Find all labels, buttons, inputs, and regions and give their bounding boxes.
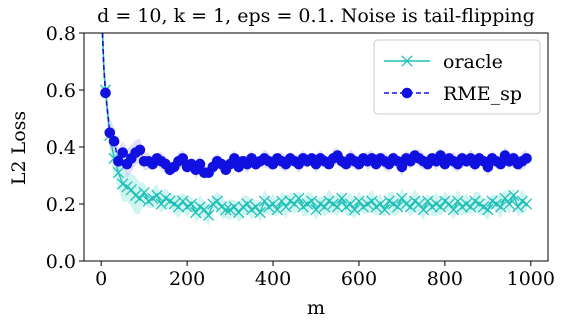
oracle-point bbox=[452, 195, 464, 207]
oracle-point bbox=[198, 204, 210, 216]
oracle-point bbox=[293, 192, 305, 204]
oracle-point bbox=[434, 201, 447, 213]
oracle-point bbox=[482, 204, 494, 216]
oracle-point bbox=[138, 186, 150, 199]
rme-sp-point bbox=[113, 156, 124, 167]
oracle-point bbox=[275, 195, 288, 207]
rme-sp-point bbox=[396, 161, 408, 173]
oracle-point bbox=[417, 204, 430, 216]
oracle-point bbox=[280, 201, 292, 213]
oracle-point bbox=[202, 209, 215, 222]
oracle-point bbox=[520, 198, 533, 210]
oracle-point bbox=[228, 201, 241, 213]
oracle-point bbox=[512, 201, 524, 213]
rme-sp-start-segment bbox=[101, 32, 107, 93]
legend-oracle-marker bbox=[401, 55, 413, 67]
oracle-point bbox=[177, 195, 189, 207]
oracle-band bbox=[105, 75, 527, 226]
oracle-point bbox=[443, 198, 455, 210]
legend-rme-sp-marker bbox=[401, 87, 413, 99]
oracle-point bbox=[185, 198, 198, 210]
oracle-point bbox=[391, 201, 404, 213]
oracle-point bbox=[499, 192, 511, 204]
rme-sp-point bbox=[134, 144, 146, 156]
x-tick-label: 800 bbox=[427, 268, 463, 290]
oracle-point bbox=[288, 198, 301, 210]
legend-rme-sp-label: RME_sp bbox=[443, 83, 522, 105]
rme-sp-point bbox=[495, 158, 507, 170]
y-tick-label: 0.2 bbox=[46, 194, 76, 216]
oracle-point bbox=[267, 198, 279, 210]
oracle-point bbox=[220, 204, 232, 216]
oracle-point bbox=[404, 201, 417, 213]
oracle-point bbox=[318, 201, 331, 213]
x-axis-label: m bbox=[307, 297, 325, 319]
rme-sp-point bbox=[117, 147, 128, 158]
x-tick-label: 400 bbox=[255, 268, 291, 290]
rme-sp-point bbox=[108, 136, 120, 147]
legend-oracle-label: oracle bbox=[443, 51, 503, 73]
rme-sp-point bbox=[482, 161, 494, 173]
oracle-point bbox=[310, 204, 322, 216]
y-tick-label: 0.0 bbox=[46, 251, 76, 273]
y-tick-label: 0.4 bbox=[46, 137, 76, 159]
oracle-point bbox=[250, 201, 262, 213]
series-markers bbox=[99, 84, 533, 222]
oracle-point bbox=[447, 204, 460, 216]
rme-sp-point bbox=[435, 150, 446, 161]
oracle-point bbox=[151, 189, 163, 202]
oracle-point bbox=[155, 198, 167, 210]
oracle-point bbox=[241, 198, 253, 210]
oracle-point bbox=[413, 198, 425, 210]
oracle-point bbox=[258, 195, 271, 207]
rme-sp-point bbox=[521, 153, 532, 164]
x-tick-label: 1000 bbox=[507, 268, 555, 290]
oracle-point bbox=[503, 198, 515, 210]
oracle-point bbox=[353, 195, 365, 207]
legend: oracle RME_sp bbox=[373, 39, 541, 115]
rme-sp-point bbox=[194, 158, 206, 170]
oracle-point bbox=[271, 204, 283, 216]
rme-sp-point bbox=[100, 87, 111, 99]
x-tick-label: 0 bbox=[95, 268, 107, 290]
oracle-point bbox=[172, 201, 185, 213]
x-tick-label: 600 bbox=[341, 268, 377, 290]
oracle-point bbox=[374, 198, 387, 210]
oracle-point bbox=[366, 195, 378, 207]
oracle-point bbox=[465, 201, 477, 213]
oracle-point bbox=[190, 206, 202, 219]
oracle-point bbox=[344, 198, 357, 210]
axes: 0 200 400 600 800 1000 0.0 0.2 0.4 0.6 0.8 bbox=[46, 23, 555, 290]
oracle-point bbox=[349, 204, 361, 216]
rme-sp-point bbox=[177, 153, 189, 164]
oracle-point bbox=[134, 192, 146, 204]
oracle-point bbox=[306, 195, 318, 207]
rme-sp-point bbox=[229, 153, 240, 164]
oracle-point bbox=[495, 201, 507, 213]
oracle-point bbox=[112, 166, 125, 179]
oracle-point bbox=[254, 206, 266, 219]
y-axis-label: L2 Loss bbox=[8, 111, 30, 185]
y-tick-label: 0.8 bbox=[46, 23, 76, 45]
y-tick-label: 0.6 bbox=[46, 80, 76, 102]
x-tick-label: 200 bbox=[169, 268, 205, 290]
rme-sp-point bbox=[104, 127, 116, 139]
oracle-point bbox=[422, 195, 434, 207]
oracle-point bbox=[507, 189, 520, 202]
oracle-point bbox=[331, 201, 344, 213]
oracle-point bbox=[336, 192, 348, 204]
legend-box bbox=[373, 39, 541, 115]
chart-title: d = 10, k = 1, eps = 0.1. Noise is tail-… bbox=[97, 5, 535, 27]
oracle-point bbox=[379, 204, 391, 216]
